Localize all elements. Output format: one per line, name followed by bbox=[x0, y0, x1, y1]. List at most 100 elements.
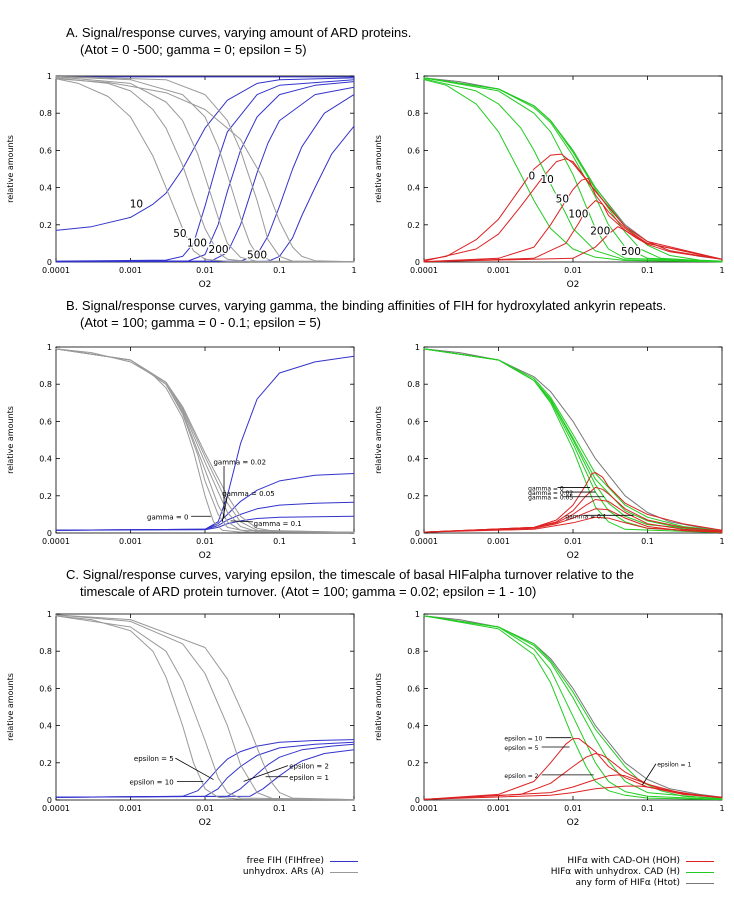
legend-item-unhydrox-ars: unhydrox. ARs (A) bbox=[243, 867, 358, 878]
series-line-blue bbox=[55, 749, 355, 798]
annotation-label: 100 bbox=[568, 209, 588, 221]
x-tick-label: 0.1 bbox=[273, 266, 286, 275]
y-tick-label: 0.2 bbox=[407, 759, 420, 768]
legend-item-htot: any form of HIFα (Htot) bbox=[551, 878, 714, 889]
legend-swatch-red bbox=[686, 861, 714, 862]
x-tick-label: 0.01 bbox=[196, 537, 214, 546]
section-a-title: A. Signal/response curves, varying amoun… bbox=[66, 25, 412, 40]
series-line-green bbox=[423, 615, 723, 800]
series-line-gray bbox=[55, 348, 355, 533]
x-tick-label: 0.1 bbox=[273, 537, 286, 546]
series-line-green bbox=[423, 77, 723, 263]
series-line-green bbox=[423, 77, 723, 263]
y-tick-label: 0.4 bbox=[39, 184, 52, 193]
section-c-subtitle: timescale of ARD protein turnover. (Atot… bbox=[80, 584, 537, 599]
annotation-label: 50 bbox=[173, 228, 186, 240]
y-tick-label: 1 bbox=[415, 72, 420, 81]
annotation-pointer bbox=[175, 757, 214, 780]
plot-frame bbox=[55, 75, 355, 263]
x-tick-label: 0.1 bbox=[641, 266, 654, 275]
y-axis-label: relative amounts bbox=[6, 673, 15, 741]
series-line-red bbox=[423, 774, 723, 800]
y-tick-label: 0.2 bbox=[407, 492, 420, 501]
annotation-label: 0 bbox=[528, 170, 535, 182]
annotation-label: epsilon = 10 bbox=[129, 778, 173, 786]
annotation-label: gamma = 0 bbox=[528, 485, 564, 492]
series-line-green bbox=[423, 348, 723, 532]
annotation-label: epsilon = 1 bbox=[657, 762, 691, 769]
series-line-red bbox=[423, 508, 723, 533]
y-tick-label: 0.4 bbox=[407, 184, 420, 193]
annotation-label: 500 bbox=[621, 246, 641, 258]
x-tick-label: 0.001 bbox=[119, 804, 142, 813]
x-tick-label: 0.001 bbox=[487, 537, 510, 546]
y-tick-label: 0 bbox=[415, 258, 420, 267]
series-line-gray bbox=[55, 348, 355, 533]
series-line-blue bbox=[55, 77, 355, 231]
x-tick-label: 0.001 bbox=[119, 537, 142, 546]
y-tick-label: 0.8 bbox=[39, 380, 52, 389]
x-tick-label: 1 bbox=[351, 804, 356, 813]
series-line-gray bbox=[55, 348, 355, 533]
y-tick-label: 0 bbox=[415, 529, 420, 538]
annotation-label: gamma = 0.02 bbox=[213, 458, 266, 466]
y-tick-label: 0 bbox=[47, 258, 52, 267]
x-tick-label: 0.0001 bbox=[410, 266, 438, 275]
series-line-red bbox=[423, 499, 723, 533]
y-tick-label: 0.2 bbox=[39, 759, 52, 768]
annotation-label: 200 bbox=[209, 244, 229, 256]
y-axis-label: relative amounts bbox=[6, 406, 15, 474]
x-tick-label: 0.1 bbox=[273, 804, 286, 813]
series-line-blue bbox=[55, 79, 355, 262]
x-tick-label: 0.0001 bbox=[410, 537, 438, 546]
annotation-label: epsilon = 5 bbox=[504, 745, 538, 752]
y-tick-label: 0 bbox=[47, 529, 52, 538]
x-tick-label: 0.0001 bbox=[410, 804, 438, 813]
chart-b-left: 0 0.2 0.4 0.6 0.8 1 0.0001 0.001 0.01 0.1 1 O2 relat… bbox=[6, 343, 357, 561]
x-tick-label: 1 bbox=[719, 537, 724, 546]
series-line-dark bbox=[423, 615, 723, 798]
x-tick-label: 1 bbox=[351, 266, 356, 275]
series-line-blue bbox=[55, 81, 355, 262]
series-line-gray bbox=[55, 615, 355, 801]
annotation-pointer bbox=[641, 763, 657, 786]
series-line-gray bbox=[55, 75, 355, 263]
series-line-green bbox=[423, 615, 723, 801]
plot-frame bbox=[55, 613, 355, 801]
series-line-green bbox=[423, 615, 723, 800]
y-tick-label: 0.6 bbox=[39, 146, 52, 155]
x-tick-label: 0.01 bbox=[564, 804, 582, 813]
x-axis-label: O2 bbox=[199, 551, 212, 561]
annotation-label: 10 bbox=[130, 198, 143, 210]
y-tick-label: 0.4 bbox=[407, 455, 420, 464]
y-tick-label: 0.6 bbox=[39, 417, 52, 426]
series-line-gray bbox=[55, 348, 355, 533]
y-tick-label: 0.8 bbox=[39, 109, 52, 118]
x-tick-label: 0.1 bbox=[641, 804, 654, 813]
series-line-green bbox=[423, 348, 723, 532]
annotation-label: epsilon = 5 bbox=[134, 755, 174, 763]
series-line-gray bbox=[55, 78, 355, 263]
y-tick-label: 0 bbox=[415, 796, 420, 805]
series-line-blue bbox=[55, 741, 355, 798]
annotation-pointer bbox=[221, 495, 228, 522]
legend-item-fih-free: free FIH (FIHfree) bbox=[243, 856, 358, 867]
chart-a-left: 0 0.2 0.4 0.6 0.8 1 0.0001 0.001 0.01 0.1 1 O2 relat… bbox=[6, 72, 357, 290]
plot-frame bbox=[55, 346, 355, 534]
series-line-green bbox=[423, 78, 723, 263]
section-b-title: B. Signal/response curves, varying gamma… bbox=[66, 298, 667, 313]
chart-a-right: 0 0.2 0.4 0.6 0.8 1 0.0001 0.001 0.01 0.1 1 O2 relat… bbox=[374, 72, 725, 290]
y-tick-label: 0.4 bbox=[39, 722, 52, 731]
y-tick-label: 1 bbox=[47, 72, 52, 81]
series-line-red bbox=[423, 472, 723, 533]
series-line-red bbox=[423, 486, 723, 533]
series-line-green bbox=[423, 79, 723, 263]
series-line-gray bbox=[55, 77, 355, 263]
legend-label-h: HIFα with unhydrox. CAD (H) bbox=[550, 867, 680, 877]
y-tick-label: 0.8 bbox=[407, 380, 420, 389]
annotation-label: gamma = 0 bbox=[147, 513, 188, 521]
chart-c-right: 0 0.2 0.4 0.6 0.8 1 0.0001 0.001 0.01 0.1 1 O2 relat… bbox=[374, 610, 725, 828]
x-tick-label: 1 bbox=[719, 266, 724, 275]
legend-label-hoh: HIFα with CAD-OH (HOH) bbox=[567, 856, 680, 866]
series-line-gray bbox=[55, 348, 355, 533]
